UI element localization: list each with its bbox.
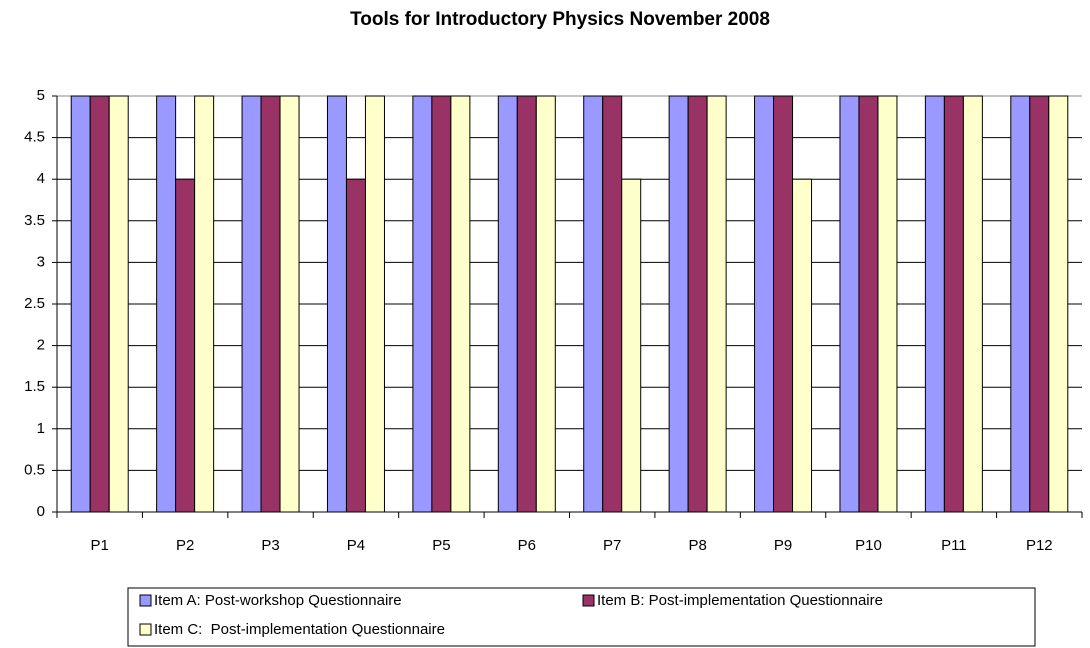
legend-swatch: [139, 623, 152, 636]
bar: [326, 95, 347, 513]
bar: [1048, 95, 1069, 513]
y-tick-label: 4.5: [24, 129, 45, 146]
y-tick-label: 5: [37, 87, 45, 104]
x-tick-label: P2: [176, 537, 194, 554]
bar: [241, 95, 262, 513]
bar: [497, 95, 518, 513]
bar: [943, 95, 964, 513]
bar: [754, 95, 775, 513]
bar: [260, 95, 281, 513]
x-tick-label: P5: [432, 537, 450, 554]
y-tick-label: 0.5: [24, 461, 45, 478]
y-tick-label: 0: [37, 503, 45, 520]
bar: [773, 95, 794, 513]
bar: [687, 95, 708, 513]
bar: [1029, 95, 1050, 513]
chart-title: Tools for Introductory Physics November …: [350, 9, 770, 30]
y-tick-label: 4: [37, 170, 45, 187]
x-tick-label: P11: [941, 537, 967, 554]
x-tick-label: P12: [1026, 537, 1053, 554]
x-tick-label: P8: [688, 537, 706, 554]
bar: [583, 95, 604, 513]
bar: [412, 95, 433, 513]
bar: [70, 95, 91, 513]
bar: [345, 178, 366, 513]
bar: [877, 95, 898, 513]
bar: [108, 95, 129, 513]
x-tick-label: P9: [774, 537, 792, 554]
legend-label: Item A: Post-workshop Questionnaire: [154, 592, 402, 609]
x-tick-label: P1: [91, 537, 109, 554]
bar: [364, 95, 385, 513]
bar: [535, 95, 556, 513]
legend-box: [127, 587, 1036, 647]
y-tick-label: 3: [37, 253, 45, 270]
x-tick-label: P4: [347, 537, 365, 554]
legend-label: Item B: Post-implementation Questionnair…: [597, 592, 883, 609]
y-tick-label: 2.5: [24, 295, 45, 312]
bar: [156, 95, 177, 513]
y-tick-label: 1.5: [24, 378, 45, 395]
x-tick-label: P3: [261, 537, 279, 554]
legend-label: Item C: Post-implementation Questionnair…: [154, 621, 445, 638]
bar: [858, 95, 879, 513]
y-tick-label: 2: [37, 337, 45, 354]
bar: [924, 95, 945, 513]
bar: [194, 95, 215, 513]
bar: [621, 178, 642, 513]
bar: [792, 178, 813, 513]
bar: [668, 95, 689, 513]
bar: [279, 95, 300, 513]
bar: [839, 95, 860, 513]
bar: [450, 95, 471, 513]
bar: [431, 95, 452, 513]
x-tick-label: P6: [518, 537, 536, 554]
legend-swatch: [139, 594, 152, 607]
bar: [516, 95, 537, 513]
bar: [1010, 95, 1031, 513]
bar: [175, 178, 196, 513]
x-tick-label: P7: [603, 537, 621, 554]
bar: [602, 95, 623, 513]
bar: [89, 95, 110, 513]
bar: [962, 95, 983, 513]
bar: [706, 95, 727, 513]
y-tick-label: 3.5: [24, 212, 45, 229]
legend-swatch: [582, 594, 595, 607]
y-tick-label: 1: [37, 420, 45, 437]
x-tick-label: P10: [855, 537, 882, 554]
